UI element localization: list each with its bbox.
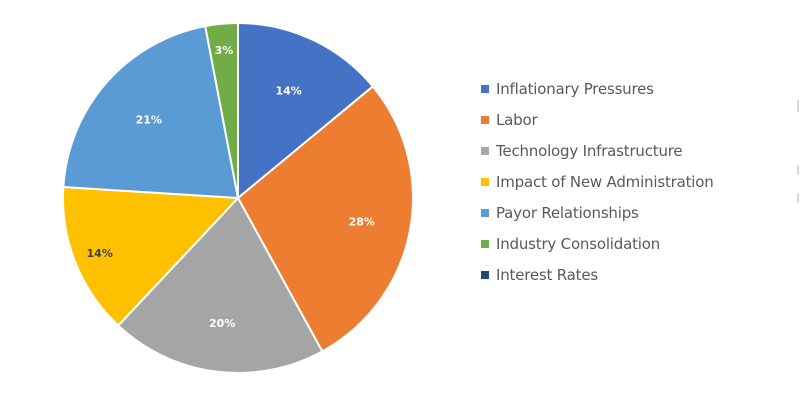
edge-artifact xyxy=(797,100,799,112)
legend-item-labor: Labor xyxy=(481,104,714,135)
pie-slice-industry-consolidation xyxy=(204,21,239,199)
data-label: 14% xyxy=(275,84,301,97)
legend-label: Interest Rates xyxy=(496,265,598,284)
legend-item-inflationary-pressures: Inflationary Pressures xyxy=(481,73,714,104)
legend-swatch-icon xyxy=(481,239,489,248)
legend-item-interest-rates: Interest Rates xyxy=(481,259,714,290)
legend-label: Technology Infrastructure xyxy=(496,141,683,160)
edge-artifact xyxy=(797,193,799,203)
legend-swatch-icon xyxy=(481,177,489,186)
edge-artifact xyxy=(797,165,799,175)
legend-item-payor-relationships: Payor Relationships xyxy=(481,197,714,228)
legend-label: Impact of New Administration xyxy=(496,172,714,191)
legend-swatch-icon xyxy=(481,115,489,124)
pie-slice-payor-relationships xyxy=(62,24,240,200)
data-label: 3% xyxy=(215,44,234,57)
data-label: 14% xyxy=(87,247,113,260)
legend-label: Industry Consolidation xyxy=(496,234,660,253)
legend-label: Inflationary Pressures xyxy=(496,79,654,98)
legend-swatch-icon xyxy=(481,208,489,217)
legend-label: Payor Relationships xyxy=(496,203,639,222)
pie-slice-impact-of-new-administration xyxy=(62,185,241,327)
data-label: 20% xyxy=(209,317,235,330)
legend-swatch-icon xyxy=(481,270,489,279)
pie-slice-labor xyxy=(236,85,414,353)
data-label: 21% xyxy=(136,113,162,126)
legend-swatch-icon xyxy=(481,146,489,155)
legend-label: Labor xyxy=(496,110,538,129)
data-label: 28% xyxy=(349,216,375,229)
pie-slice-technology-infrastructure xyxy=(116,196,324,375)
pie-slice-inflationary-pressures xyxy=(237,21,375,201)
legend-item-technology-infrastructure: Technology Infrastructure xyxy=(481,135,714,166)
chart-legend: Inflationary Pressures Labor Technology … xyxy=(481,73,714,290)
legend-swatch-icon xyxy=(481,84,489,93)
legend-item-impact-of-new-administration: Impact of New Administration xyxy=(481,166,714,197)
legend-item-industry-consolidation: Industry Consolidation xyxy=(481,228,714,259)
